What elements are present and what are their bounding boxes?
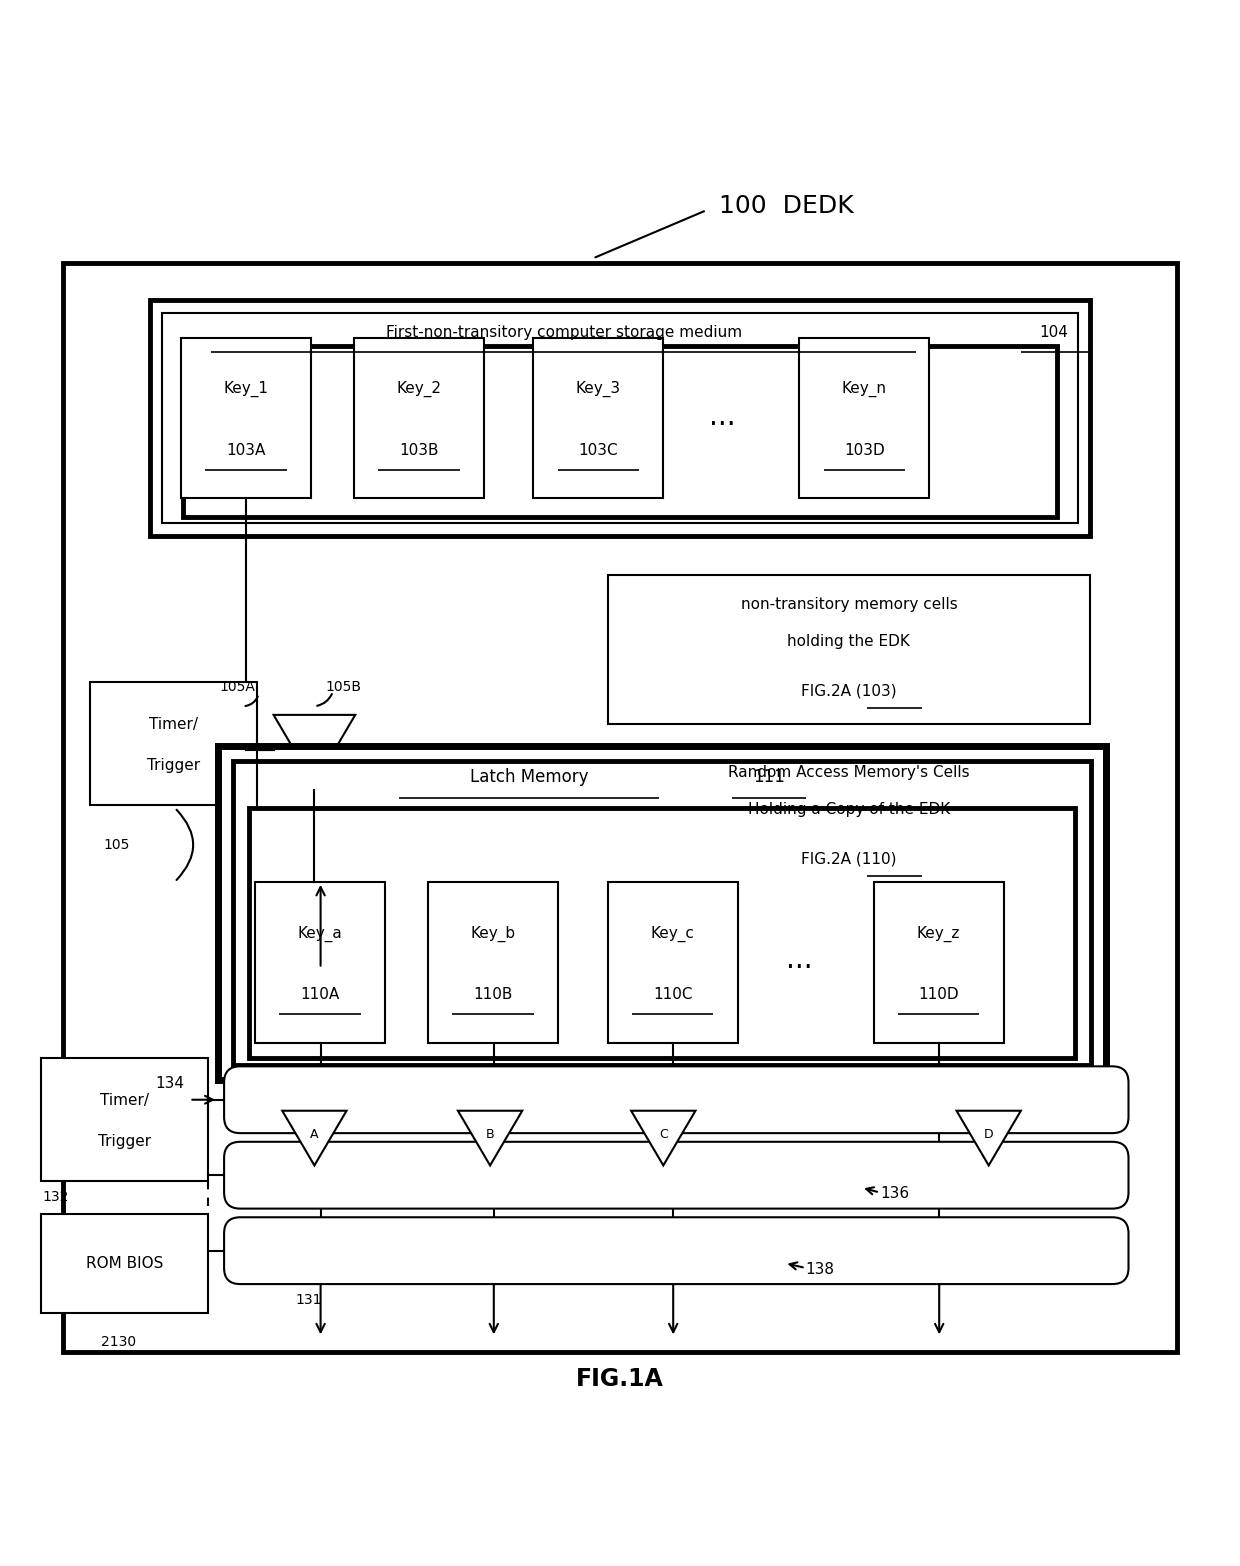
Text: 105B: 105B (326, 680, 362, 694)
FancyBboxPatch shape (224, 1217, 1128, 1284)
FancyBboxPatch shape (224, 1142, 1128, 1209)
Bar (608, 575, 1090, 723)
Text: Timer/: Timer/ (150, 717, 198, 733)
Text: Trigger: Trigger (98, 1134, 151, 1149)
Text: 111: 111 (753, 769, 785, 786)
Text: 136: 136 (880, 1187, 909, 1201)
Text: 103D: 103D (844, 443, 884, 457)
Polygon shape (274, 716, 355, 785)
Polygon shape (956, 1110, 1021, 1165)
Text: FIG.1A: FIG.1A (577, 1367, 663, 1391)
Text: 105A: 105A (219, 680, 255, 694)
Text: FIG.2A (103): FIG.2A (103) (801, 683, 897, 698)
Bar (150, 301, 1090, 536)
Text: 104: 104 (1039, 326, 1068, 340)
Text: Key_2: Key_2 (397, 381, 441, 398)
Text: 103C: 103C (579, 443, 619, 457)
Text: ROM BIOS: ROM BIOS (86, 1256, 164, 1270)
Text: Holding a Copy of the EDK: Holding a Copy of the EDK (748, 802, 950, 817)
Text: First-non-transitory computer storage medium: First-non-transitory computer storage me… (386, 326, 742, 340)
Bar (608, 882, 738, 1043)
Text: Timer/: Timer/ (100, 1093, 149, 1109)
FancyBboxPatch shape (224, 1066, 1128, 1134)
Text: 103B: 103B (399, 443, 439, 457)
Bar (181, 338, 311, 498)
Text: 132: 132 (42, 1190, 69, 1204)
Text: 100  DEDK: 100 DEDK (719, 194, 853, 218)
Text: Key_z: Key_z (916, 926, 960, 941)
Text: 110D: 110D (919, 987, 959, 1002)
Polygon shape (631, 1110, 696, 1165)
Text: ...: ... (709, 402, 737, 431)
Text: 134: 134 (155, 1076, 185, 1092)
Bar (233, 761, 1091, 1065)
Text: non-transitory memory cells: non-transitory memory cells (740, 597, 957, 612)
Bar (63, 263, 1177, 1351)
Text: Key_b: Key_b (471, 926, 516, 941)
Bar (353, 338, 484, 498)
Text: 105: 105 (103, 838, 130, 852)
Text: holding the EDK: holding the EDK (787, 634, 910, 650)
Text: Random Access Memory's Cells: Random Access Memory's Cells (728, 766, 970, 780)
Bar (218, 745, 1106, 1081)
Text: Key_c: Key_c (651, 926, 694, 941)
Text: Key_n: Key_n (842, 381, 887, 398)
Text: Key_1: Key_1 (223, 381, 268, 398)
Polygon shape (283, 1110, 346, 1165)
Text: ...: ... (786, 946, 812, 974)
Bar (91, 681, 258, 805)
Bar (874, 882, 1003, 1043)
Text: Key_3: Key_3 (575, 381, 621, 398)
Bar (428, 882, 558, 1043)
Text: Trigger: Trigger (148, 758, 201, 774)
Text: 110A: 110A (300, 987, 340, 1002)
Polygon shape (458, 1110, 522, 1165)
Text: FIG.2A (110): FIG.2A (110) (801, 852, 897, 866)
Text: 2130: 2130 (100, 1334, 136, 1348)
Bar (41, 1057, 208, 1181)
Text: Latch Memory: Latch Memory (470, 769, 588, 786)
Bar (249, 808, 1075, 1057)
Text: 110B: 110B (474, 987, 513, 1002)
Text: 138: 138 (806, 1262, 835, 1276)
Bar (162, 313, 1078, 523)
Text: Key_a: Key_a (298, 926, 342, 941)
Bar (255, 882, 384, 1043)
Text: A: A (310, 1128, 319, 1142)
Bar (608, 745, 1090, 894)
Bar (533, 338, 663, 498)
Text: C: C (658, 1128, 667, 1142)
Text: 110C: 110C (652, 987, 692, 1002)
Text: 103A: 103A (226, 443, 265, 457)
Text: D: D (983, 1128, 993, 1142)
Bar (41, 1214, 208, 1312)
Text: B: B (486, 1128, 495, 1142)
Bar (184, 346, 1056, 517)
Text: 131: 131 (295, 1294, 321, 1308)
Bar (800, 338, 929, 498)
